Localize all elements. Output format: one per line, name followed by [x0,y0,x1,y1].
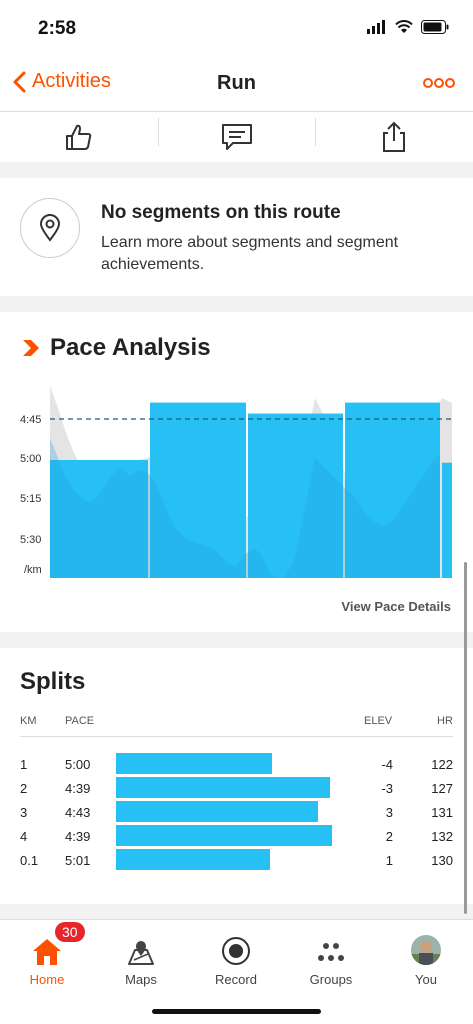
pace-bar [345,402,440,578]
segments-card[interactable]: No segments on this route Learn more abo… [0,178,473,296]
split-pace: 4:39 [65,829,91,844]
thumbs-up-icon [65,124,92,150]
tab-maps[interactable]: Maps [94,920,188,990]
col-elev: ELEV [364,715,393,727]
split-elev: 3 [385,805,393,820]
tab-bar: 30 Home Maps Record Groups You [0,919,473,1024]
tab-groups[interactable]: Groups [284,920,378,990]
scrollbar[interactable] [464,562,467,914]
kudos-button[interactable] [0,112,158,162]
y-tick-label: 5:00 [20,453,41,465]
split-pace-bar [116,825,332,846]
pace-bar [50,460,148,578]
pace-analysis-title: Pace Analysis [50,334,211,361]
segments-heading: No segments on this route [101,202,341,223]
split-elev: 2 [385,829,393,844]
pace-analysis-card: Pace Analysis 4:45 5:00 5:15 5:30 /km Vi… [0,312,473,632]
split-hr: 127 [431,781,453,796]
more-icon [423,78,455,88]
comment-button[interactable] [157,112,316,162]
status-bar: 2:58 [0,0,473,56]
pace-chart[interactable]: 4:45 5:00 5:15 5:30 /km [0,378,473,588]
split-km: 2 [20,781,28,796]
share-button[interactable] [315,112,473,162]
tab-home[interactable]: 30 Home [0,920,94,990]
split-pace-bar [116,777,330,798]
segments-body[interactable]: Learn more about segments and segment ac… [101,234,399,273]
split-row: 2 4:39 -3 127 [0,777,473,801]
record-icon [222,937,250,965]
split-hr: 122 [431,757,453,772]
tab-label: Groups [309,972,353,987]
split-hr: 131 [431,805,453,820]
split-pace-bar [116,753,272,774]
bar-overlay [50,438,275,578]
tab-record[interactable]: Record [189,920,283,990]
split-pace: 4:43 [65,805,91,820]
split-row: 1 5:00 -4 122 [0,753,473,777]
splits-card: Splits KM PACE ELEV HR 1 5:00 -4 122 2 4:39 -3… [0,648,473,904]
back-button[interactable]: Activities [12,70,111,93]
status-icons [367,20,449,34]
location-pin-icon [20,198,80,258]
split-hr: 132 [431,829,453,844]
nav-bar: Activities Run [0,56,473,112]
col-hr: HR [437,715,453,727]
y-tick-label: 4:45 [20,414,41,426]
back-label: Activities [32,70,111,92]
col-km: KM [20,715,37,727]
maps-icon [128,941,154,965]
share-icon [383,121,406,152]
divider [20,736,453,737]
tab-label: Record [215,972,257,987]
tab-you[interactable]: You [379,920,473,990]
split-row: 3 4:43 3 131 [0,801,473,825]
comment-icon [221,124,252,150]
split-km: 0.1 [20,853,39,868]
pace-bar [248,413,343,578]
split-pace: 5:00 [65,757,91,772]
pace-bars [50,402,452,578]
tab-label: You [415,972,437,987]
home-icon [33,939,61,965]
split-elev: -4 [381,757,393,772]
signal-icon [367,20,385,34]
social-actions [0,112,473,162]
notification-badge: 30 [55,922,85,942]
battery-icon [421,20,449,34]
split-elev: -3 [381,781,393,796]
split-hr: 130 [431,853,453,868]
pace-bar [442,462,452,578]
groups-icon [318,943,344,961]
split-pace-bar [116,801,318,822]
avatar [411,935,441,965]
tab-label: Home [29,972,65,987]
split-km: 4 [20,829,28,844]
chevron-right-icon [23,340,39,356]
status-time: 2:58 [38,18,77,39]
split-elev: 1 [385,853,393,868]
chevron-left-icon [13,71,26,92]
split-pace: 4:39 [65,781,91,796]
bar-overlay [285,456,440,578]
split-pace-bar [116,849,270,870]
split-row: 0.1 5:01 1 130 [0,849,473,873]
more-button[interactable] [423,76,455,94]
splits-title: Splits [20,668,86,695]
pace-bar [150,402,246,578]
split-km: 3 [20,805,28,820]
y-tick-label: 5:15 [20,493,41,505]
col-pace: PACE [65,715,95,727]
view-pace-details-link[interactable]: View Pace Details [341,599,451,614]
pace-analysis-header: Pace Analysis [22,334,211,362]
wifi-icon [395,20,413,33]
home-indicator [152,1009,321,1014]
y-tick-label: 5:30 [20,534,41,546]
split-pace: 5:01 [65,853,91,868]
split-row: 4 4:39 2 132 [0,825,473,849]
y-unit-label: /km [24,564,42,576]
split-km: 1 [20,757,28,772]
tab-label: Maps [125,972,157,987]
